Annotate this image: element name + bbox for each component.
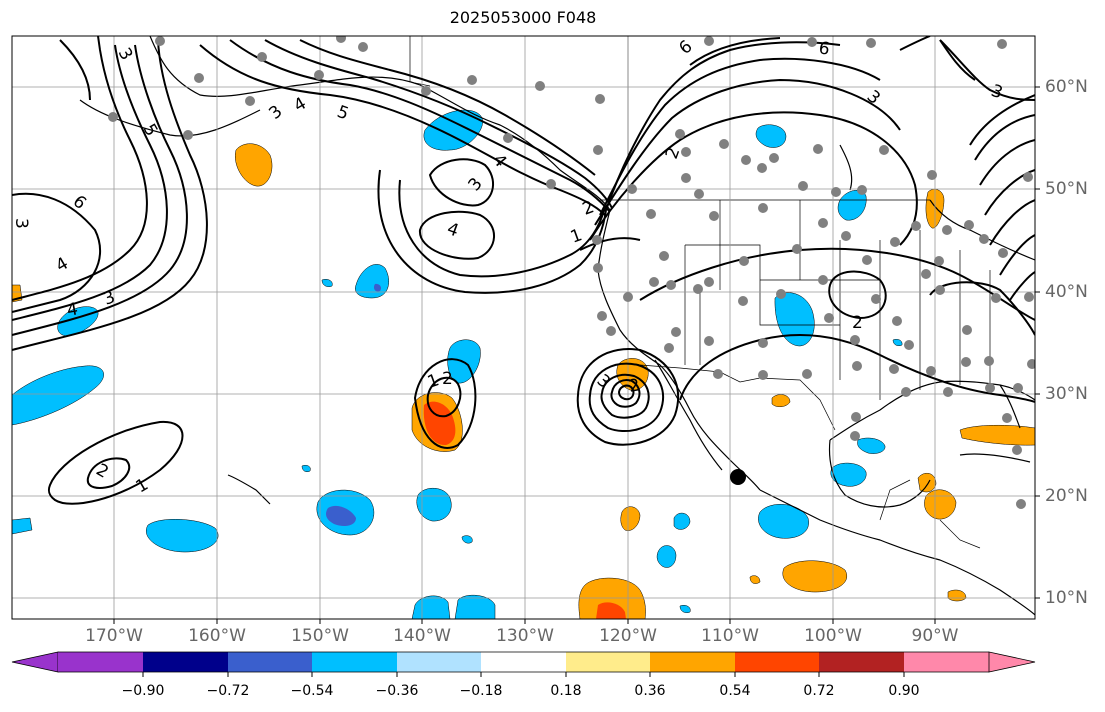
svg-text:2: 2 [627,375,641,397]
colorbar-tick-label: −0.72 [206,683,250,699]
contour-lines [12,36,1035,505]
svg-text:3: 3 [265,102,286,124]
colorbar-tick-label: 0.54 [719,683,751,699]
colorbar-tick-label: −0.90 [121,683,165,699]
svg-text:3: 3 [863,87,884,109]
colorbar-tick-label: −0.18 [459,683,503,699]
lon-label: 140°W [393,626,451,646]
lon-label: 110°W [701,626,759,646]
political-borders [409,36,991,549]
svg-text:1: 1 [568,225,585,247]
colorbar [11,651,1036,677]
colorbar-tick-label: 0.72 [803,683,835,699]
station-markers [108,36,1035,509]
colorbar-tick-label: 0.36 [634,683,666,699]
svg-text:4: 4 [291,94,310,117]
colorbar-tick-label: 0.90 [888,683,920,699]
map-title: 2025053000 F048 [449,8,597,27]
svg-text:4: 4 [53,254,72,277]
svg-text:2: 2 [442,369,453,389]
shaded-anomaly-areas [12,109,1035,619]
svg-text:4: 4 [444,219,461,241]
svg-text:2: 2 [662,145,684,162]
lat-label: 30°N [1045,384,1088,404]
lat-label: 60°N [1045,77,1088,97]
lon-label: 150°W [291,626,349,646]
lon-label: 130°W [496,626,554,646]
svg-text:6: 6 [69,192,90,214]
axis-ticks [113,86,1040,624]
contour-value-labels: 5 3 6 3 4 4 3 3 4 5 4 3 4 1 2 2 6 6 3 2 … [11,37,1005,498]
lat-label: 40°N [1045,282,1088,302]
colorbar-tick-label: −0.36 [375,683,419,699]
map-frame [11,35,1036,620]
coastlines [79,36,1035,616]
lat-label: 20°N [1045,486,1088,506]
svg-text:6: 6 [817,38,831,60]
lon-label: 90°W [911,626,959,646]
storm-center-marker [730,469,746,485]
svg-text:3: 3 [593,371,614,393]
svg-text:2: 2 [852,313,863,333]
svg-text:3: 3 [101,287,118,309]
svg-text:5: 5 [334,102,351,124]
lon-label: 160°W [188,626,246,646]
colorbar-tick-label: 0.18 [550,683,582,699]
lon-label: 100°W [804,626,862,646]
svg-text:3: 3 [11,218,31,229]
lat-label: 10°N [1045,588,1088,608]
svg-text:3: 3 [988,81,1005,103]
svg-text:5: 5 [139,121,162,140]
lon-label: 120°W [599,626,657,646]
colorbar-tick-label: −0.54 [290,683,334,699]
svg-text:2: 2 [580,197,597,219]
svg-text:6: 6 [675,37,696,59]
svg-text:2: 2 [93,460,112,483]
svg-text:3: 3 [465,174,487,195]
svg-text:1: 1 [425,370,442,392]
svg-text:4: 4 [65,299,79,321]
lat-label: 50°N [1045,179,1088,199]
svg-text:4: 4 [488,150,510,171]
lon-label: 170°W [85,626,143,646]
